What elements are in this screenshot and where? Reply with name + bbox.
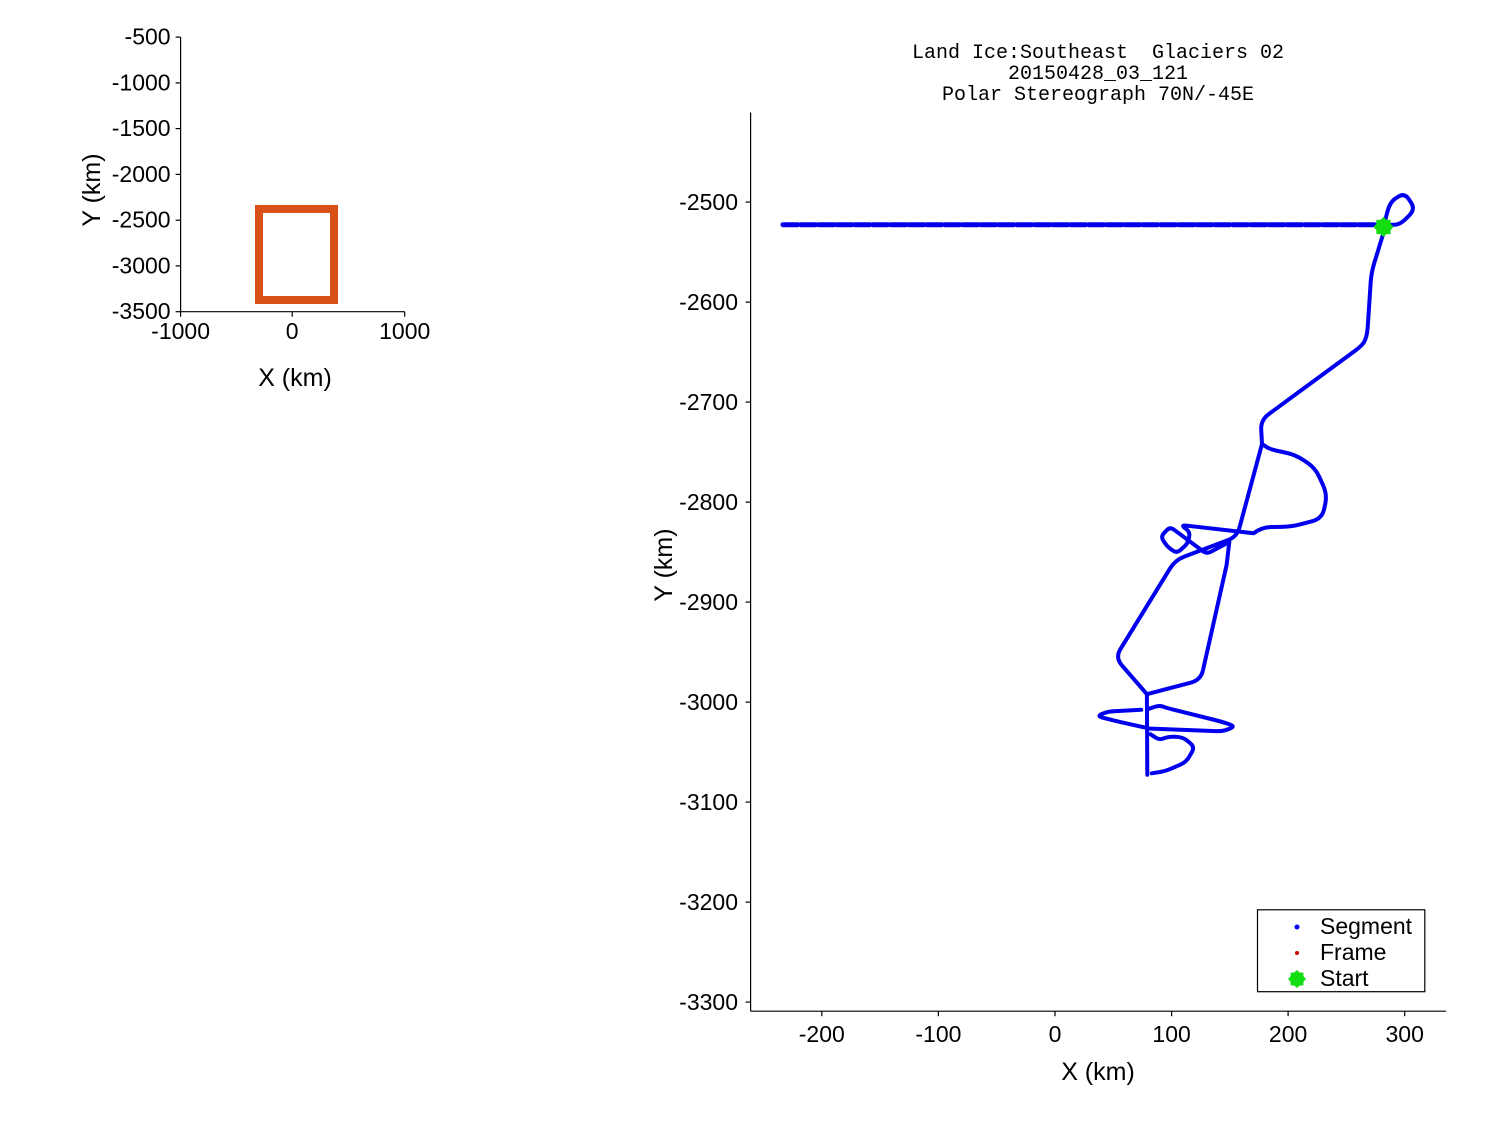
- svg-text:-500: -500: [125, 24, 171, 50]
- svg-text:-3300: -3300: [679, 989, 738, 1015]
- svg-text:-100: -100: [915, 1021, 961, 1047]
- svg-text:300: 300: [1386, 1021, 1424, 1047]
- svg-text:-2600: -2600: [679, 289, 738, 315]
- svg-text:Polar Stereograph 70N/-45E: Polar Stereograph 70N/-45E: [942, 84, 1254, 107]
- svg-text:-3000: -3000: [112, 252, 171, 278]
- svg-text:20150428_03_121: 20150428_03_121: [1008, 63, 1188, 86]
- svg-text:Start: Start: [1320, 965, 1369, 991]
- svg-text:-2900: -2900: [679, 589, 738, 615]
- svg-text:100: 100: [1152, 1021, 1190, 1047]
- svg-text:X (km): X (km): [258, 364, 332, 392]
- svg-text:-3000: -3000: [679, 689, 738, 715]
- svg-text:Frame: Frame: [1320, 939, 1386, 965]
- svg-text:-200: -200: [799, 1021, 845, 1047]
- svg-text:-2800: -2800: [679, 489, 738, 515]
- svg-text:Y (km): Y (km): [650, 528, 678, 601]
- svg-text:200: 200: [1269, 1021, 1307, 1047]
- svg-text:X (km): X (km): [1061, 1058, 1135, 1086]
- svg-text:0: 0: [1049, 1021, 1062, 1047]
- svg-text:Land Ice:Southeast Glaciers 0: Land Ice:Southeast Glaciers 02: [912, 42, 1284, 65]
- svg-text:1000: 1000: [379, 318, 430, 344]
- svg-text:-2500: -2500: [112, 207, 171, 233]
- svg-text:Segment: Segment: [1320, 913, 1413, 939]
- svg-text:0: 0: [286, 318, 299, 344]
- svg-text:-2500: -2500: [679, 189, 738, 215]
- svg-text:-2000: -2000: [112, 161, 171, 187]
- svg-text:-2700: -2700: [679, 389, 738, 415]
- svg-text:-1500: -1500: [112, 115, 171, 141]
- svg-text:-1000: -1000: [112, 69, 171, 95]
- svg-text:-1000: -1000: [151, 318, 210, 344]
- svg-text:Y (km): Y (km): [78, 153, 106, 226]
- svg-text:-3200: -3200: [679, 889, 738, 915]
- svg-text:-3100: -3100: [679, 789, 738, 815]
